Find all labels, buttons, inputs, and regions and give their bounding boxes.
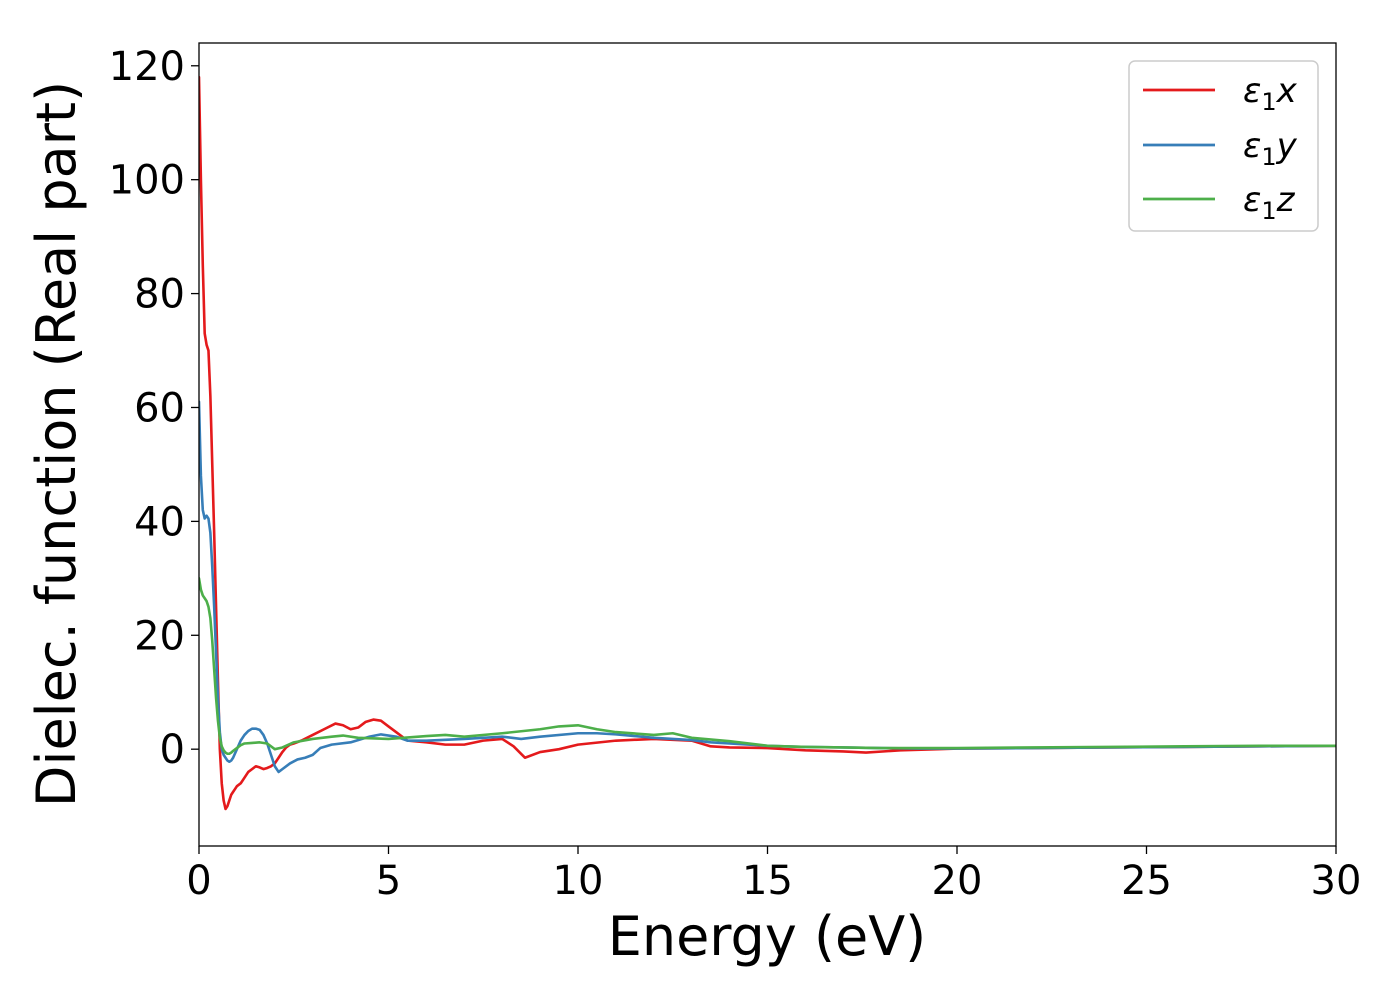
legend-label-base: ε	[1243, 71, 1261, 111]
legend-label-suffix: z	[1276, 180, 1296, 220]
x-tick-label: 10	[553, 858, 604, 904]
y-tick-label: 80	[134, 272, 185, 318]
series-group	[199, 75, 1336, 811]
y-tick-label: 20	[134, 613, 185, 659]
x-axis-ticks: 0 5 10 15 20 25 30	[186, 846, 1361, 904]
legend-label-subscript: 1	[1261, 143, 1276, 171]
legend-box	[1128, 60, 1319, 232]
y-tick-label: 100	[109, 158, 185, 204]
y-tick-label: 40	[134, 499, 185, 545]
x-tick-label: 15	[742, 858, 793, 904]
legend-label-subscript: 1	[1261, 197, 1276, 225]
legend-label-subscript: 1	[1261, 88, 1276, 116]
legend-label-x: ε1x	[1243, 71, 1298, 116]
x-tick-label: 20	[932, 858, 983, 904]
series-line-y	[199, 400, 1336, 774]
legend-label-suffix: y	[1276, 126, 1298, 166]
series-line-z	[199, 577, 1336, 756]
y-tick-label: 60	[134, 385, 185, 431]
y-tick-label: 120	[109, 44, 185, 90]
legend-label-base: ε	[1243, 126, 1261, 166]
x-tick-label: 25	[1121, 858, 1172, 904]
legend-label-suffix: x	[1276, 71, 1298, 111]
legend-label-base: ε	[1243, 180, 1261, 220]
legend-label-y: ε1y	[1243, 126, 1298, 171]
x-tick-label: 0	[186, 858, 211, 904]
y-axis-label: Dielec. function (Real part)	[25, 81, 88, 807]
x-tick-label: 30	[1311, 858, 1362, 904]
y-axis-ticks: 0 20 40 60 80 100 120	[109, 44, 199, 773]
legend-label-z: ε1z	[1243, 180, 1296, 225]
y-tick-label: 0	[160, 727, 185, 773]
x-axis-label: Energy (eV)	[608, 905, 927, 968]
x-tick-label: 5	[376, 858, 401, 904]
series-line-x	[199, 75, 1336, 811]
